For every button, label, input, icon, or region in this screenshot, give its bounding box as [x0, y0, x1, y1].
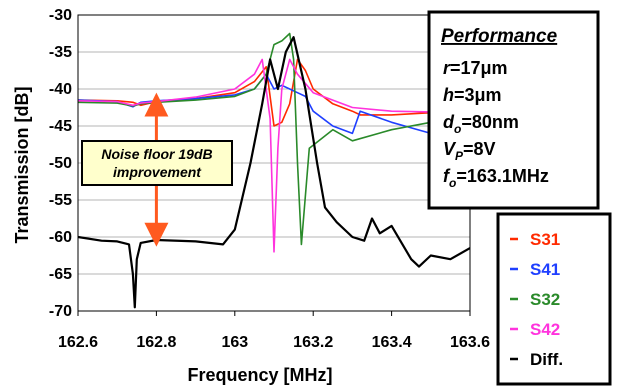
x-tick-label: 163 — [221, 334, 248, 351]
y-axis-title: Transmission [dB] — [12, 86, 32, 243]
noise-floor-annotation: Noise floor 19dB improvement — [81, 92, 233, 247]
annotation-line-1: Noise floor 19dB — [101, 146, 212, 162]
legend-label-s41: S41 — [530, 260, 560, 279]
performance-variable: V — [443, 139, 457, 159]
y-tick-label: -30 — [49, 7, 72, 24]
series-line-s31 — [77, 58, 471, 127]
legend-label-diff: Diff. — [530, 350, 563, 369]
x-tick-label: 163.6 — [450, 334, 490, 351]
performance-value: =3μm — [454, 85, 502, 105]
annotation-box — [81, 140, 233, 186]
performance-variable: h — [443, 85, 454, 105]
x-tick-label: 162.8 — [136, 334, 176, 351]
performance-value: =163.1MHz — [456, 166, 549, 186]
performance-variable: d — [443, 112, 455, 132]
y-tick-label: -60 — [49, 229, 72, 246]
legend-label-s42: S42 — [530, 320, 560, 339]
performance-subscript: P — [455, 149, 464, 163]
legend-label-s31: S31 — [530, 230, 560, 249]
performance-value: =80nm — [461, 112, 519, 132]
performance-box: Performance r=17μmh=3μmdo=80nmVP=8Vfo=16… — [427, 10, 600, 210]
y-tick-label: -45 — [49, 118, 72, 135]
performance-line: do=80nm — [443, 112, 519, 136]
performance-line: fo=163.1MHz — [443, 166, 549, 190]
performance-variable: r — [443, 58, 451, 78]
y-tick-label: -35 — [49, 44, 72, 61]
performance-line: VP=8V — [443, 139, 496, 163]
x-tick-label: 163.4 — [372, 334, 412, 351]
performance-value: =17μm — [450, 58, 508, 78]
y-axis-ticks: -30 -35 -40 -45 -50 -55 -60 -65 -70 — [49, 7, 72, 320]
x-axis-title: Frequency [MHz] — [187, 365, 332, 385]
y-tick-label: -50 — [49, 155, 72, 172]
legend-label-s32: S32 — [530, 290, 560, 309]
y-tick-label: -40 — [49, 81, 72, 98]
y-tick-label: -70 — [49, 303, 72, 320]
performance-variable: f — [443, 166, 451, 186]
x-tick-label: 163.2 — [293, 334, 333, 351]
performance-line: r=17μm — [443, 58, 508, 78]
series-line-s32 — [77, 32, 471, 246]
performance-line: h=3μm — [443, 85, 502, 105]
series-line-diff — [77, 36, 471, 309]
legend: S31 S41 S32 S42 Diff. — [496, 212, 612, 386]
series-line-s42 — [77, 58, 471, 253]
performance-subscript: o — [449, 176, 456, 190]
x-axis-ticks: 162.6 162.8 163 163.2 163.4 163.6 — [58, 311, 490, 351]
performance-subscript: o — [454, 122, 461, 136]
performance-title: Performance — [441, 26, 558, 47]
y-tick-label: -65 — [49, 266, 72, 283]
performance-value: =8V — [463, 139, 496, 159]
annotation-line-2: improvement — [113, 164, 202, 180]
y-tick-label: -55 — [49, 192, 72, 209]
x-tick-label: 162.6 — [58, 334, 98, 351]
